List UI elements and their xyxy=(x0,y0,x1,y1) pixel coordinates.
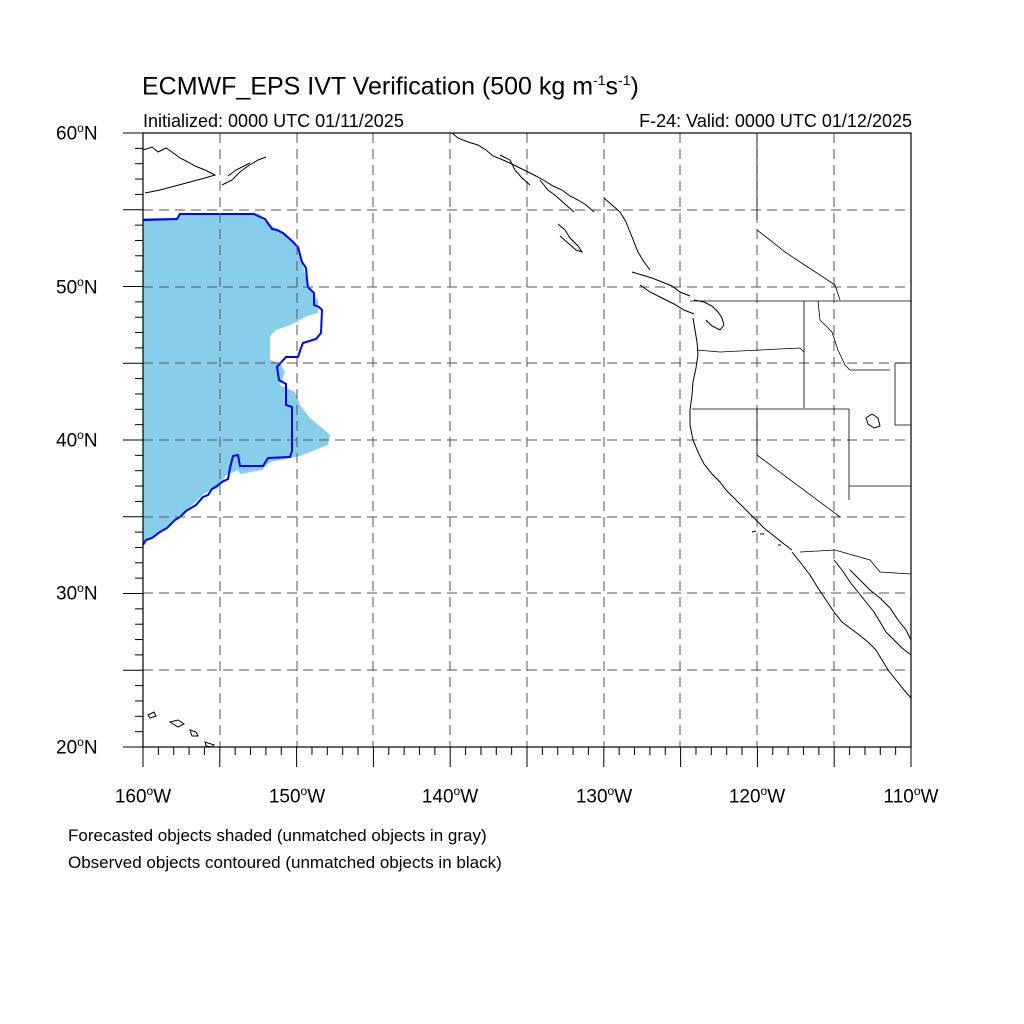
lat-label-30: 30oN xyxy=(56,581,98,605)
lat-label-20: 20oN xyxy=(56,735,98,759)
lat-label-50: 50oN xyxy=(56,275,98,299)
lon-label-140w: 140oW xyxy=(421,784,479,808)
observed-note: Observed objects contoured (unmatched ob… xyxy=(68,853,502,872)
forecast-note: Forecasted objects shaded (unmatched obj… xyxy=(68,826,487,845)
forecast-object xyxy=(143,214,330,542)
lat-label-60: 60oN xyxy=(56,121,98,145)
coastlines xyxy=(142,132,912,748)
initialized-time: Initialized: 0000 UTC 01/11/2025 xyxy=(143,111,404,131)
political-borders xyxy=(690,133,912,575)
lon-label-120w: 120oW xyxy=(728,784,786,808)
tick-marks xyxy=(123,132,912,767)
map-title: ECMWF_EPS IVT Verification (500 kg m-1s-… xyxy=(142,72,639,101)
valid-time: F-24: Valid: 0000 UTC 01/12/2025 xyxy=(639,111,912,131)
observed-contour xyxy=(142,213,324,546)
lon-label-160w: 160oW xyxy=(114,784,172,808)
lon-label-130w: 130oW xyxy=(575,784,633,808)
lon-label-150w: 150oW xyxy=(268,784,326,808)
lat-label-40: 40oN xyxy=(56,428,98,452)
lon-label-110w: 110oW xyxy=(883,784,939,808)
